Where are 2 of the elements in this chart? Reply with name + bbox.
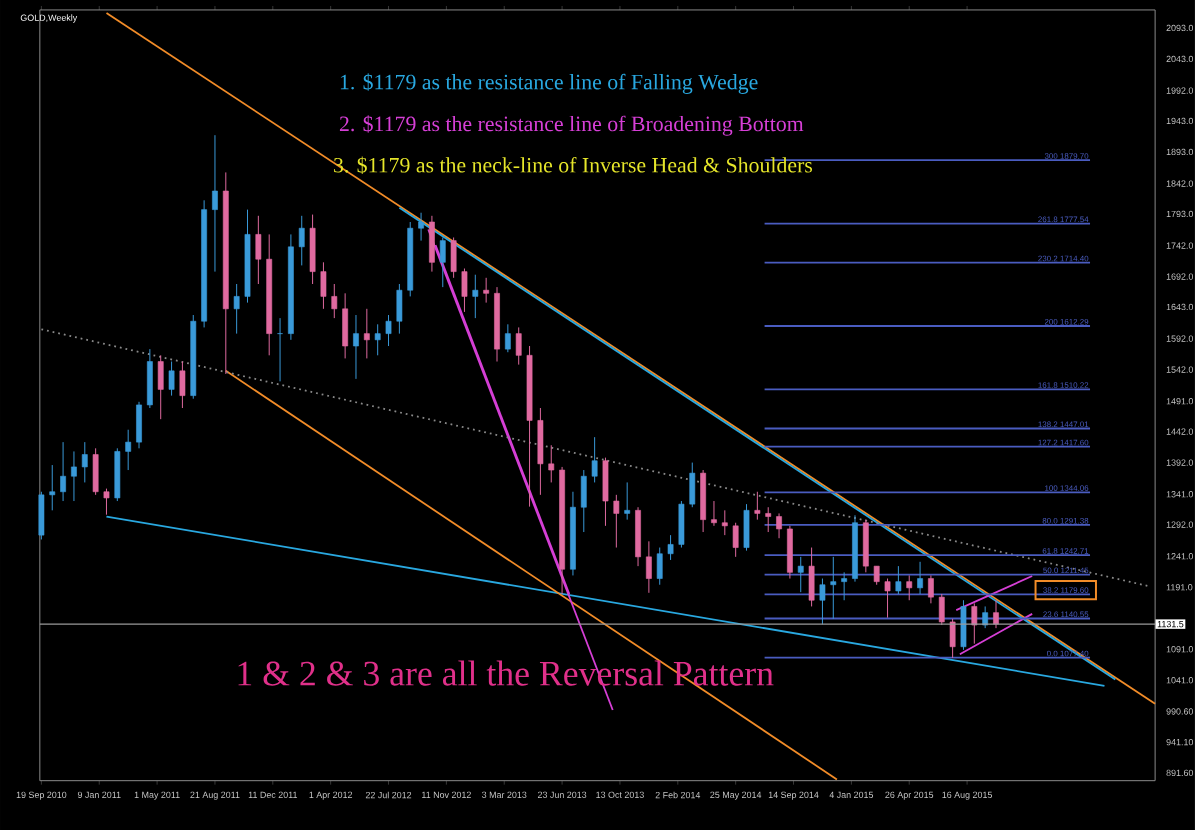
annotation: 2. $1179 as the resistance line of Broadening Bottom [339,114,804,136]
annotation: 1. $1179 as the resistance line of Falling Wedge [340,73,758,94]
